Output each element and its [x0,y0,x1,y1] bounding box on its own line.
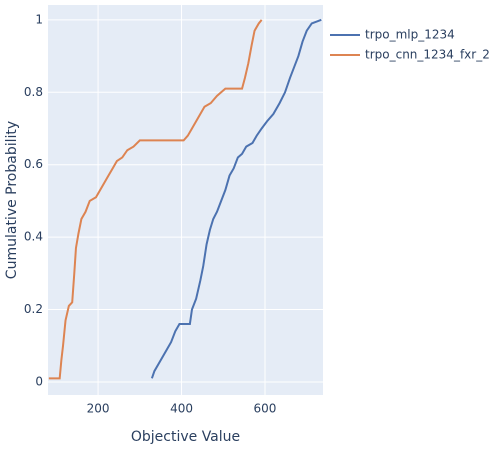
y-tick-label: 0.6 [24,157,43,171]
plot-background [48,5,323,395]
y-tick-label: 1 [35,12,43,26]
y-axis-title: Cumulative Probability [4,121,20,279]
series-line [150,18,322,379]
series-line [48,19,263,380]
x-tick-label: 600 [254,402,277,416]
x-tick-label: 400 [170,402,193,416]
y-tick-label: 0.8 [24,85,43,99]
x-axis-title: Objective Value [131,429,240,445]
legend-label: trpo_cnn_1234_fxr_2 [365,48,490,62]
x-tick-label: 200 [87,402,110,416]
legend-label: trpo_mlp_1234 [365,28,455,42]
y-tick-label: 0 [35,374,43,388]
y-tick-label: 0.4 [24,230,43,244]
y-tick-label: 0.2 [24,302,43,316]
